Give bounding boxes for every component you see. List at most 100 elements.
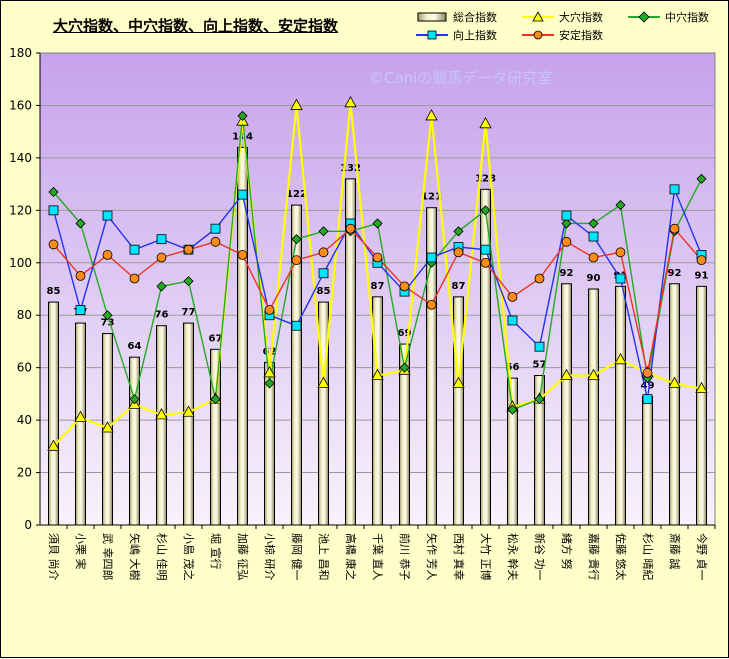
bar-value-label: 90	[587, 273, 601, 284]
diamond-icon	[628, 11, 660, 23]
point-marker	[695, 381, 708, 394]
bar	[129, 356, 140, 526]
point-marker	[75, 305, 86, 315]
point-marker	[452, 376, 465, 388]
point-marker	[696, 173, 707, 184]
bar-value-label: 132	[340, 163, 361, 174]
point-marker	[480, 257, 491, 268]
point-marker	[75, 218, 86, 229]
x-tick-label: 緒方 努	[560, 533, 574, 570]
bar-value-label: 67	[209, 333, 223, 344]
bar	[210, 348, 221, 526]
point-marker	[48, 186, 59, 198]
bar	[318, 301, 329, 526]
bar-value-label: 56	[506, 362, 520, 373]
bar-value-label: 85	[47, 286, 61, 297]
point-marker	[102, 250, 113, 260]
bar-value-label: 76	[155, 310, 169, 321]
x-tick-label: 西村 真幸	[452, 533, 466, 581]
bar	[534, 375, 545, 526]
point-marker	[317, 376, 330, 388]
bar	[75, 322, 86, 526]
bar-value-label: 49	[641, 381, 655, 392]
point-marker	[480, 244, 491, 255]
point-marker	[156, 252, 167, 263]
point-marker	[561, 210, 572, 221]
point-marker	[102, 210, 113, 221]
point-marker	[318, 226, 329, 237]
point-marker	[696, 255, 707, 266]
point-marker	[507, 291, 518, 302]
bar-value-label: 85	[317, 286, 331, 297]
x-tick-label: 小椋 研介	[263, 533, 277, 581]
point-marker	[48, 239, 59, 250]
x-tick-label: 千葉 直人	[371, 533, 385, 581]
y-tick-label: 120	[9, 203, 32, 217]
point-marker	[426, 252, 437, 263]
point-marker	[479, 116, 492, 129]
point-marker	[615, 200, 626, 211]
point-marker	[345, 223, 356, 234]
point-marker	[318, 268, 329, 279]
point-marker	[668, 376, 681, 388]
point-marker	[560, 368, 573, 380]
point-marker	[372, 252, 383, 263]
point-marker	[75, 270, 86, 281]
point-marker	[669, 223, 680, 234]
x-tick-label: 佐藤 悠太	[614, 533, 628, 581]
watermark: ©Caniの競馬データ研究室	[369, 69, 553, 87]
point-marker	[588, 252, 599, 263]
triangle-icon	[522, 11, 554, 22]
bar-value-label: 77	[182, 307, 196, 318]
point-marker	[534, 394, 545, 405]
legend-label: 総合指数	[453, 11, 497, 24]
point-marker	[587, 368, 600, 380]
y-tick-label: 20	[17, 466, 32, 480]
y-tick-label: 40	[17, 413, 32, 427]
point-marker	[291, 234, 302, 245]
bar-value-label: 128	[475, 173, 496, 184]
point-marker	[561, 236, 572, 247]
point-marker	[426, 299, 437, 310]
bar-value-label: 121	[421, 192, 442, 203]
bar-value-label: 73	[101, 318, 115, 329]
y-tick-label: 180	[9, 46, 32, 60]
point-marker	[588, 231, 599, 242]
point-marker	[507, 404, 518, 415]
x-axis-labels: 須貝 尚介 小栗 実武 幸四郎 矢嶋 大樹 杉山 佳明 小島 茂之堀 宣行 加藤 征弘 小椋…	[47, 525, 716, 581]
point-marker	[264, 378, 275, 389]
square-icon	[416, 30, 448, 40]
legend: 総合指数 大穴指数 中穴指数 向上指数 安定指数	[409, 7, 724, 45]
point-marker	[291, 255, 302, 266]
x-tick-label: 須貝 尚介	[47, 533, 61, 581]
bar	[48, 301, 59, 526]
point-marker	[129, 244, 140, 255]
legend-label: 大穴指数	[559, 11, 603, 24]
point-marker	[156, 234, 167, 245]
point-marker	[534, 273, 545, 284]
point-marker	[129, 394, 140, 405]
point-marker	[263, 366, 276, 378]
point-marker	[102, 310, 113, 321]
point-marker	[155, 408, 168, 420]
bars-group	[48, 146, 707, 526]
point-marker	[156, 281, 167, 292]
point-marker	[210, 394, 221, 405]
bar	[669, 283, 680, 526]
x-tick-label: 大竹 正博	[479, 533, 493, 581]
bar-value-label: 92	[560, 268, 574, 279]
legend-label: 安定指数	[559, 29, 603, 42]
point-marker	[183, 276, 194, 287]
x-tick-label: 堀 宣行	[209, 533, 223, 570]
point-marker	[210, 223, 221, 234]
bar-value-label: 122	[286, 189, 307, 200]
x-tick-label: 加藤 征弘	[236, 533, 249, 581]
legend-label: 中穴指数	[665, 11, 709, 24]
x-tick-label: 武 幸四郎	[101, 533, 115, 581]
point-marker	[615, 247, 626, 258]
bar	[372, 296, 383, 526]
legend-item-antei: 安定指数	[521, 27, 603, 43]
x-tick-label: 小栗 実	[74, 533, 88, 570]
